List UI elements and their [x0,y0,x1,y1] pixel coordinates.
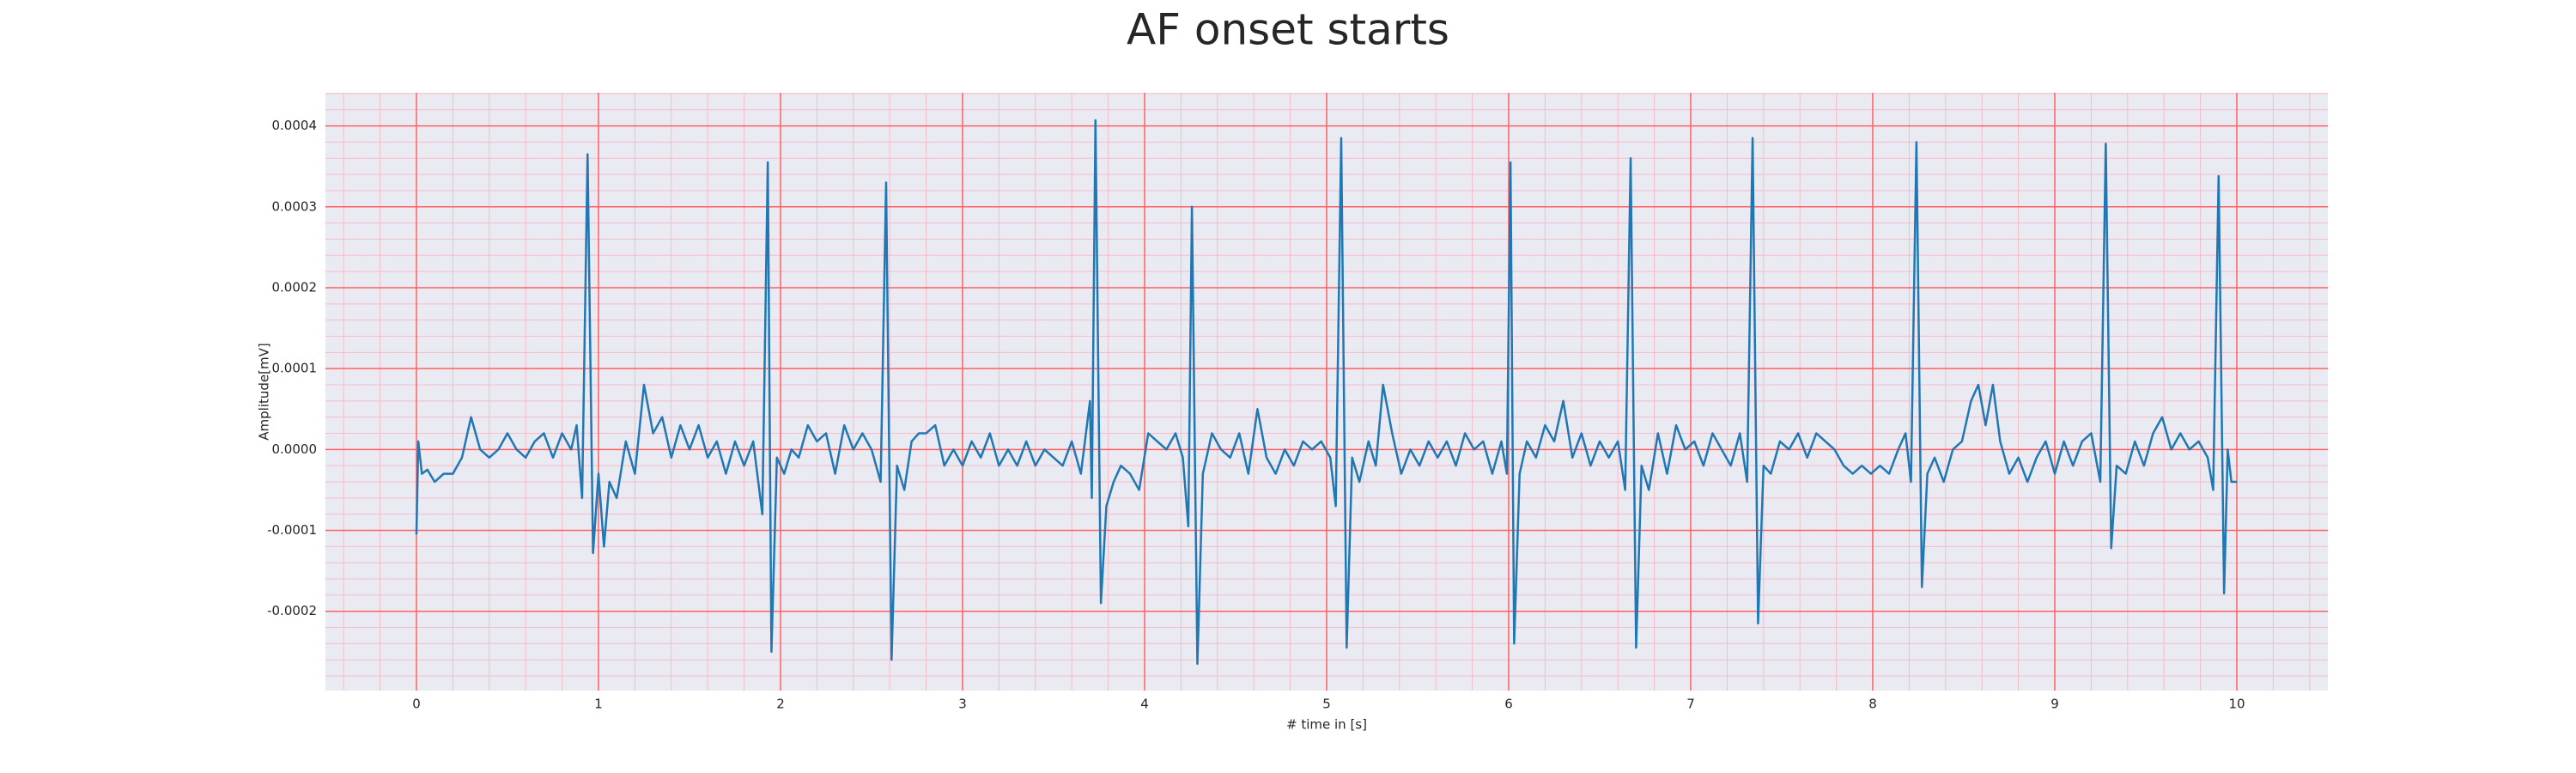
x-tick-label: 9 [2050,697,2059,712]
x-tick-label: 10 [2228,697,2245,712]
chart-title: AF onset starts [1127,5,1449,55]
y-tick-label: 0.0003 [272,198,318,214]
x-tick-label: 8 [1868,697,1877,712]
x-tick-label: 6 [1504,697,1513,712]
y-tick-label: -0.0001 [267,522,317,538]
x-tick-label: 7 [1686,697,1695,712]
x-tick-label: 2 [776,697,785,712]
x-tick-label: 3 [958,697,967,712]
y-axis-label: Amplitude[mV] [257,343,272,440]
y-tick-label: 0.0004 [272,118,318,133]
x-tick-label: 4 [1140,697,1149,712]
x-tick-label: 0 [412,697,421,712]
x-tick-label: 1 [594,697,603,712]
x-tick-label: 5 [1322,697,1331,712]
y-tick-label: 0.0001 [272,361,318,376]
y-tick-label: 0.0000 [272,441,318,457]
y-tick-label: -0.0002 [267,603,317,618]
y-tick-label: 0.0002 [272,279,318,295]
ecg-line [415,119,2237,666]
x-axis-label: # time in [s] [1286,717,1367,733]
